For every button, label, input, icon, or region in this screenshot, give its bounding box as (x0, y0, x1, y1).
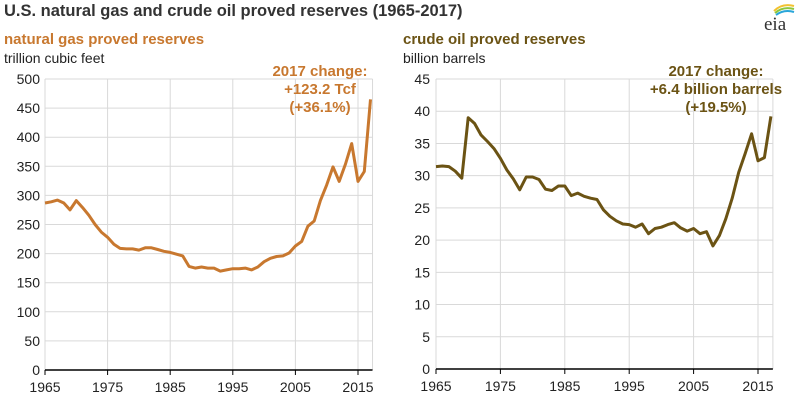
oil-panel-title: crude oil proved reserves (403, 31, 586, 48)
oil-ytick-label: 15 (414, 264, 430, 280)
gas-ytick-label: 200 (17, 246, 41, 262)
oil-annotation-line: +6.4 billion barrels (650, 81, 782, 98)
gas-unit-label: trillion cubic feet (4, 50, 105, 66)
oil-ytick-label: 10 (414, 297, 430, 313)
oil-xtick-label: 1985 (549, 378, 580, 394)
gas-panel-title: natural gas proved reserves (4, 31, 205, 48)
gas-series-line (44, 99, 372, 273)
gas-ytick-label: 0 (32, 362, 40, 378)
oil-ytick-label: 30 (414, 168, 430, 184)
gas-annotation-line: (+36.1%) (289, 99, 350, 116)
gas-ytick-label: 500 (17, 71, 41, 87)
oil-ytick-label: 20 (414, 232, 430, 248)
oil-unit-label: billion barrels (403, 50, 486, 66)
gas-ytick-label: 300 (17, 187, 41, 203)
oil-ytick-label: 40 (414, 103, 430, 119)
oil-ytick-label: 5 (422, 329, 430, 345)
oil-ytick-label: 35 (414, 135, 430, 151)
oil-annotation-line: (+19.5%) (685, 99, 746, 116)
gas-annotation-line: 2017 change: (272, 63, 367, 80)
gas-ytick-label: 450 (17, 100, 41, 116)
oil-ytick-label: 0 (422, 361, 430, 377)
gas-ytick-label: 150 (17, 275, 41, 291)
oil-xtick-label: 2005 (678, 378, 709, 394)
oil-annotation-line: 2017 change: (668, 63, 763, 80)
gas-xtick-label: 1975 (92, 379, 123, 395)
gas-ytick-label: 50 (24, 333, 40, 349)
oil-ytick-label: 25 (414, 200, 430, 216)
oil-series-line (435, 116, 773, 248)
gas-annotation-line: +123.2 Tcf (284, 81, 357, 98)
oil-xtick-label: 1965 (420, 378, 451, 394)
gas-xtick-label: 1965 (29, 379, 60, 395)
gas-ytick-label: 250 (17, 217, 41, 233)
gas-xtick-label: 2005 (280, 379, 311, 395)
gas-xtick-label: 1985 (155, 379, 186, 395)
oil-xtick-label: 1975 (485, 378, 516, 394)
svg-text:eia: eia (764, 14, 787, 32)
gas-ytick-label: 100 (17, 304, 41, 320)
eia-logo: eia (764, 4, 795, 32)
oil-xtick-label: 1995 (614, 378, 645, 394)
gas-ytick-label: 350 (17, 158, 41, 174)
chart-title: U.S. natural gas and crude oil proved re… (4, 2, 463, 20)
gas-ytick-label: 400 (17, 129, 41, 145)
gas-xtick-label: 1995 (217, 379, 248, 395)
gas-xtick-label: 2015 (342, 379, 373, 395)
oil-ytick-label: 45 (414, 71, 430, 87)
oil-xtick-label: 2015 (742, 378, 773, 394)
